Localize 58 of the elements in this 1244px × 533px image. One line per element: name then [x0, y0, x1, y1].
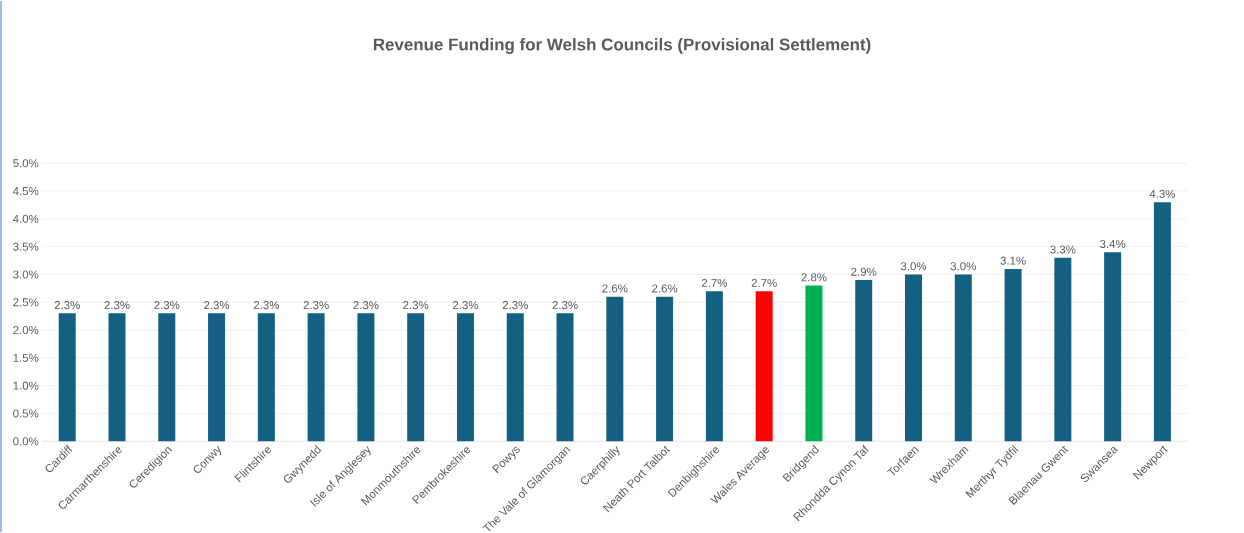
data-label: 2.3% [403, 301, 429, 310]
bar [905, 274, 922, 442]
y-tick-label: 1.5% [13, 353, 39, 362]
bar [108, 313, 126, 442]
bar [307, 313, 325, 442]
bar [954, 274, 972, 442]
data-label: 3.0% [900, 262, 927, 271]
bar [158, 313, 176, 442]
bar [1153, 202, 1171, 442]
data-label: 2.3% [303, 301, 329, 310]
y-tick-label: 3.5% [13, 242, 39, 251]
y-tick-label: 2.0% [13, 325, 39, 335]
data-label: 2.3% [452, 301, 479, 310]
bar [556, 313, 574, 442]
bar [755, 291, 773, 442]
data-label: 2.9% [851, 267, 877, 276]
data-label: 2.6% [602, 284, 628, 293]
bar [456, 313, 474, 442]
data-label: 2.7% [701, 278, 728, 287]
bar [1054, 257, 1072, 442]
data-label: 4.3% [1149, 189, 1176, 198]
data-label: 2.3% [502, 301, 528, 310]
data-label: 3.0% [950, 262, 976, 271]
data-label: 2.3% [353, 301, 379, 310]
data-label: 2.3% [54, 301, 80, 310]
y-tick-label: 4.0% [12, 214, 39, 223]
y-tick-label: 3.0% [13, 270, 39, 279]
data-label: 2.3% [253, 301, 279, 310]
data-label: 2.8% [801, 273, 827, 282]
bar [1104, 252, 1122, 442]
bar [705, 291, 723, 442]
bar [58, 313, 76, 442]
data-label: 2.7% [751, 278, 777, 287]
data-label: 3.4% [1100, 239, 1126, 249]
y-tick-label: 2.5% [13, 298, 39, 307]
bar [656, 296, 674, 442]
bar [1004, 268, 1022, 442]
data-label: 3.1% [1000, 256, 1026, 265]
y-tick-label: 5.0% [13, 159, 39, 168]
data-label: 2.3% [552, 301, 578, 310]
bar [257, 313, 275, 442]
y-tick-label: 4.5% [12, 187, 39, 196]
data-label: 2.3% [104, 301, 130, 310]
bar [506, 313, 524, 442]
data-label: 2.3% [204, 301, 230, 310]
bar [606, 296, 624, 442]
bar [855, 280, 873, 442]
data-label: 3.3% [1050, 245, 1076, 254]
data-label: 2.6% [652, 284, 678, 293]
bar [805, 285, 823, 442]
bar [357, 313, 375, 442]
chart-title: Revenue Funding for Welsh Councils (Provisional Settlement) [373, 38, 871, 54]
y-tick-label: 0.0% [13, 437, 39, 446]
bar [407, 313, 425, 442]
data-label: 2.3% [154, 301, 180, 310]
bar [208, 313, 226, 442]
y-tick-label: 0.5% [13, 409, 39, 418]
y-tick-label: 1.0% [13, 381, 39, 390]
